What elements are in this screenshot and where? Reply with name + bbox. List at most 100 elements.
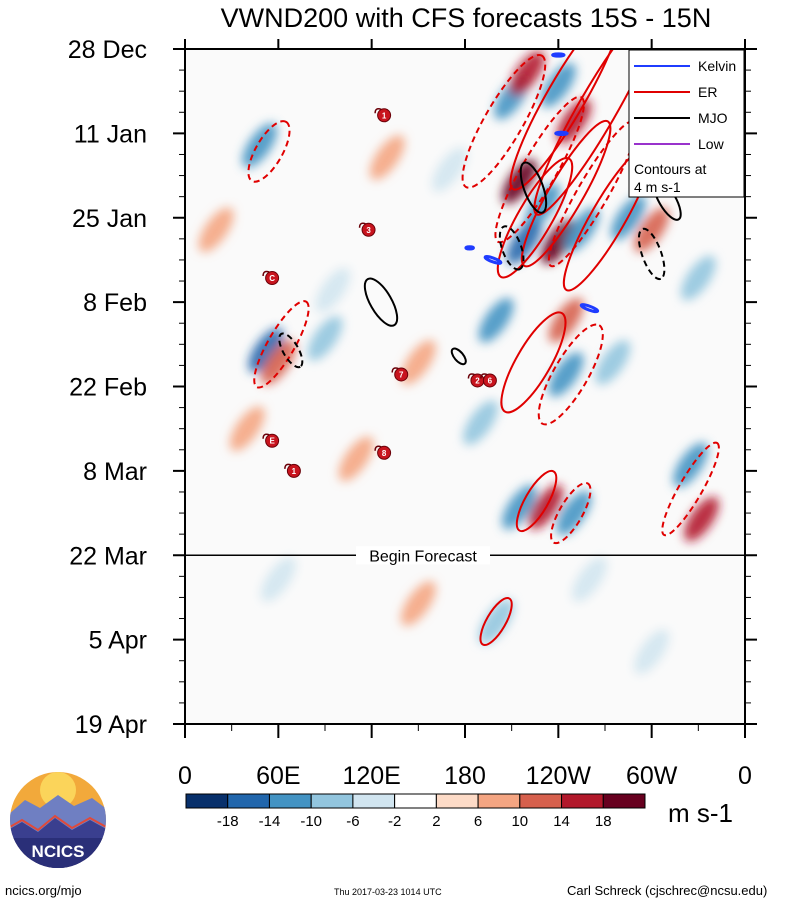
anomaly-blob	[673, 442, 708, 488]
storm-arm-icon	[284, 463, 292, 469]
storm-marker-icon	[377, 445, 392, 460]
storm-arm-icon	[374, 445, 382, 451]
er-contour	[253, 300, 310, 389]
forecast-label: Begin Forecast	[369, 548, 477, 565]
anomaly-blob	[248, 328, 284, 373]
y-tick-label: 25 Jan	[72, 205, 147, 233]
colorbar-tick-label: -2	[388, 813, 401, 830]
anomaly-blob	[432, 147, 467, 192]
x-tick-label: 0	[178, 762, 192, 790]
storm-marker-icon	[286, 463, 301, 478]
storm-marker: 1	[284, 463, 301, 478]
colorbar-tick-label: 18	[595, 813, 612, 830]
storm-marker-label: 1	[382, 111, 387, 120]
y-tick-label: 28 Dec	[68, 36, 147, 64]
storm-arm-icon	[374, 108, 382, 114]
colorbar-swatch	[519, 793, 563, 809]
er-contour	[247, 120, 291, 183]
storm-arm-icon	[262, 270, 270, 277]
colorbar-tick-label: 6	[474, 813, 482, 830]
footer-website: ncics.org/mjo	[5, 883, 82, 898]
colorbar-tick-label: -10	[300, 813, 322, 830]
storm-marker-label: 2	[475, 376, 480, 385]
er-contour	[500, 311, 567, 414]
er-contour	[661, 441, 720, 537]
y-tick-label: 11 Jan	[74, 120, 147, 148]
storm-marker-icon	[482, 373, 497, 388]
storm-marker: 7	[391, 367, 409, 382]
anomaly-blob	[229, 406, 265, 451]
anomaly-blob	[478, 297, 514, 343]
x-tick-label: 120E	[342, 762, 400, 790]
colorbar-swatch	[602, 793, 646, 809]
logo-sun	[40, 772, 76, 808]
storm-markers: 1 3 C 7 2 6 E 8 1	[262, 108, 497, 478]
y-tick-label: 8 Mar	[83, 458, 147, 486]
storm-marker-icon	[394, 367, 409, 382]
anomaly-blob	[684, 496, 719, 542]
anomaly-blob	[463, 400, 498, 445]
colorbar: -18 -14 -10 -6 -2 2 6 10 14 18	[185, 793, 646, 830]
kelvin-contour	[554, 130, 569, 137]
legend-box	[628, 49, 745, 198]
er-contour	[520, 119, 612, 268]
anomaly-blob	[556, 490, 592, 536]
colorbar-tick-label: -18	[217, 813, 239, 830]
footer-author: Carl Schreck (cjschrec@ncsu.edu)	[567, 883, 768, 898]
anomaly-blob	[634, 207, 670, 253]
colorbar-swatch	[227, 793, 270, 809]
y-tick-label: 19 Apr	[75, 711, 147, 739]
colorbar-swatch	[435, 793, 479, 809]
anomaly-blob	[540, 62, 576, 108]
logo-text: NCICS	[32, 842, 85, 861]
anomaly-blob	[315, 267, 351, 313]
anomaly-blob	[572, 557, 607, 602]
storm-arm-icon	[467, 373, 475, 379]
colorbar-swatch	[477, 793, 521, 809]
er-contour	[479, 597, 513, 647]
storm-marker-icon	[265, 433, 280, 448]
anomaly-blob	[540, 219, 576, 265]
storm-arm-icon	[262, 433, 270, 439]
colorbar-tick-label: -6	[346, 813, 359, 830]
kelvin-contour	[483, 255, 503, 265]
anomaly-blob	[478, 599, 514, 644]
x-tick-label: 60E	[256, 762, 300, 790]
storm-marker-label: 8	[382, 449, 387, 458]
colorbar-swatch	[268, 793, 312, 809]
storm-marker-icon	[377, 108, 392, 123]
anomaly-blob	[548, 352, 584, 397]
chart-title: VWND200 with CFS forecasts 15S - 15N	[221, 3, 712, 33]
storm-marker-label: 1	[292, 467, 297, 476]
colorbar-swatch	[310, 793, 354, 809]
colorbar-swatch	[561, 793, 604, 809]
anomaly-blob	[369, 135, 405, 180]
storm-marker-icon	[265, 271, 280, 286]
ncics-logo: NCICS	[9, 771, 107, 869]
storm-marker-label: 3	[366, 226, 371, 235]
storm-marker-label: C	[269, 274, 275, 283]
anomaly-blob	[509, 50, 545, 96]
mjo-contour	[363, 277, 399, 327]
storm-marker: 1	[374, 108, 392, 123]
mjo-contour	[519, 161, 548, 214]
storm-marker-label: 7	[399, 370, 404, 379]
x-tick-label: 60W	[626, 762, 678, 790]
storm-marker-label: 6	[488, 376, 493, 385]
anomaly-blob	[260, 557, 296, 602]
anomaly-blob	[198, 207, 234, 253]
legend-note-line2: 4 m s-1	[634, 179, 681, 195]
anomaly-blob	[502, 159, 537, 204]
x-tick-label: 180	[444, 762, 486, 790]
mjo-contour	[278, 332, 304, 369]
y-tick-label: 5 Apr	[89, 627, 147, 655]
anomaly-blob	[260, 340, 296, 385]
storm-marker: C	[262, 270, 280, 286]
legend-entry-label: Kelvin	[698, 58, 736, 74]
er-contour	[461, 53, 547, 189]
colorbar-swatch	[352, 793, 396, 809]
storm-marker: 6	[480, 373, 497, 388]
x-tick-label: 0	[738, 762, 752, 790]
anomaly-blob	[400, 340, 436, 385]
er-contour	[550, 481, 592, 545]
